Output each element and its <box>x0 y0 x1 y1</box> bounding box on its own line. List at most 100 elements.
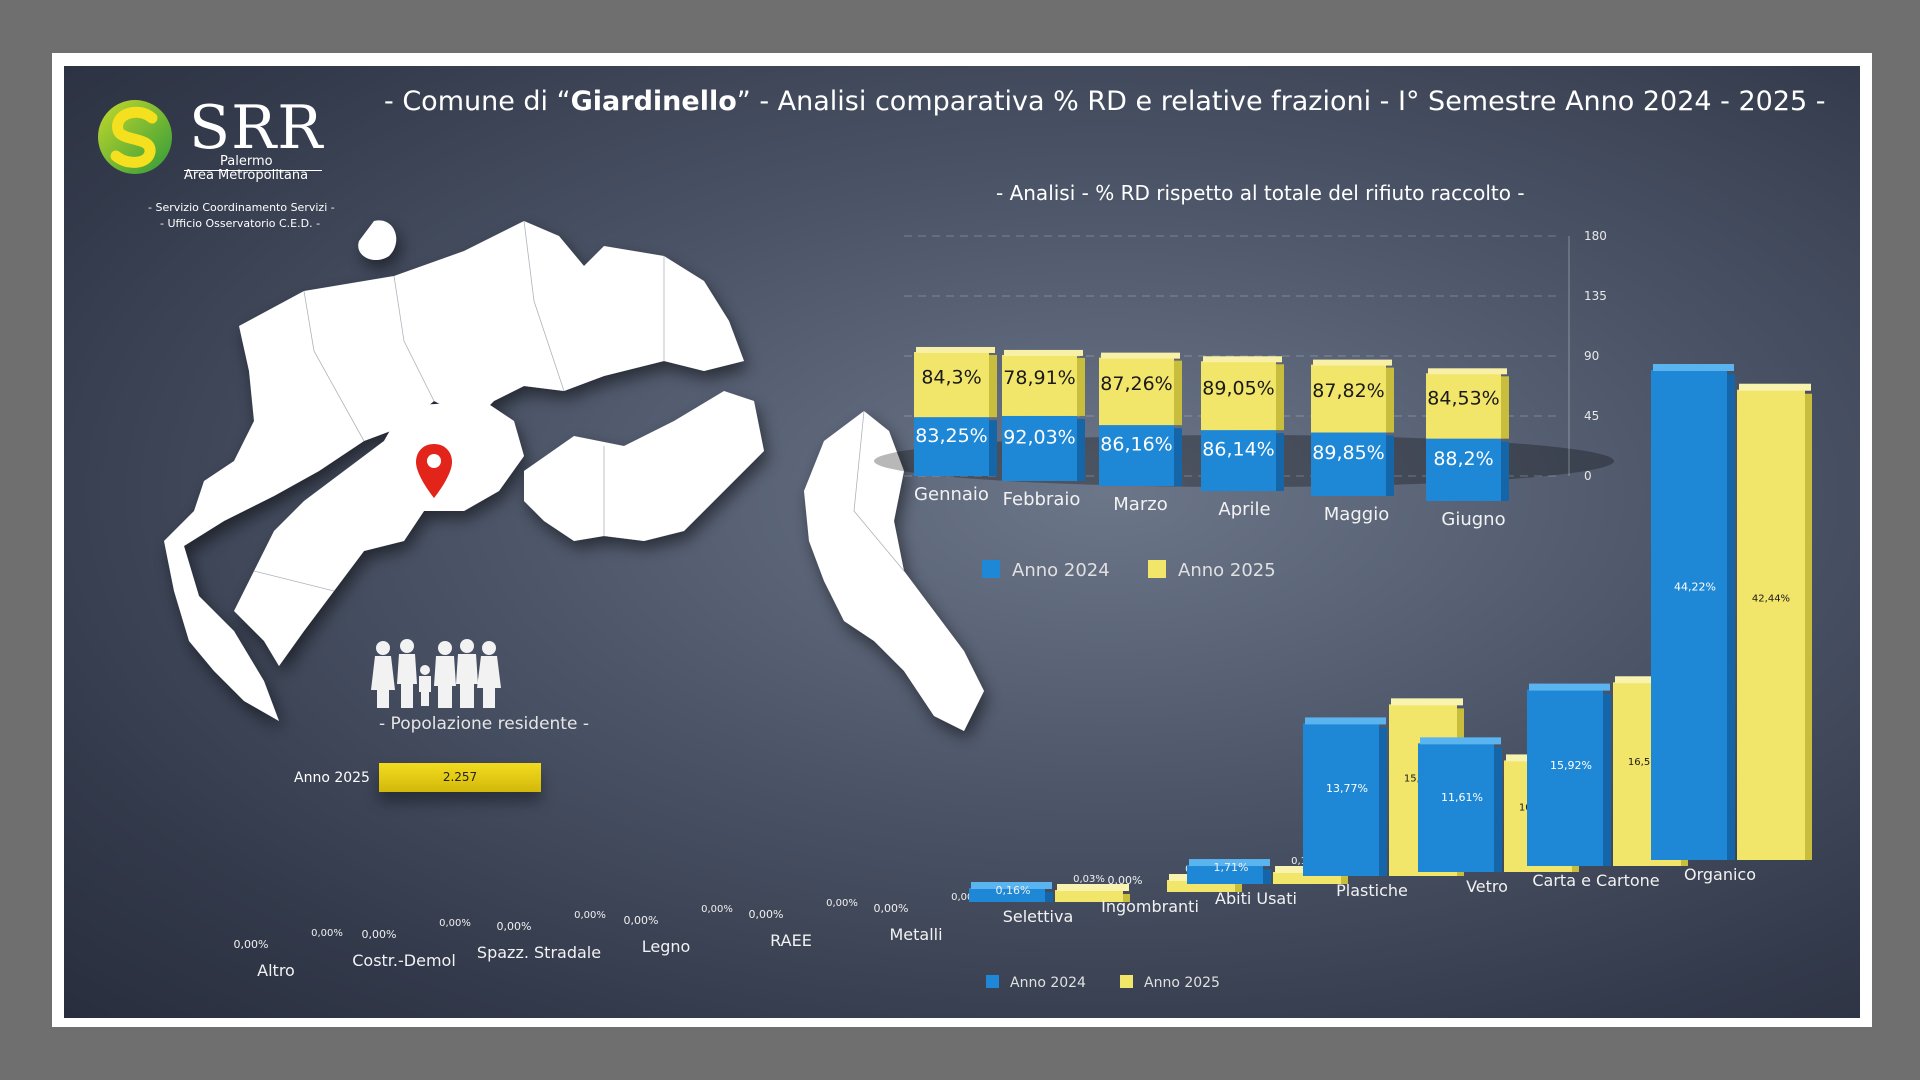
chart1-bar-top <box>1101 352 1180 359</box>
chart1-bar-2025 <box>1002 354 1077 416</box>
chart1-label-2024: 86,16% <box>1100 434 1172 456</box>
chart1-label-2024: 86,14% <box>1202 439 1274 461</box>
chart1-category-label: Giugno <box>1441 509 1505 530</box>
chart2-label-2024: 15,92% <box>1550 759 1592 772</box>
chart2-label-2025: 0,00% <box>311 928 343 939</box>
chart1-category-label: Maggio <box>1324 504 1389 525</box>
chart1-bar-2024-side <box>1501 441 1509 501</box>
chart1-label-2024: 88,2% <box>1433 448 1493 470</box>
chart2-bar-2024-top <box>1420 737 1501 745</box>
chart1-legend-swatch-2024 <box>982 560 1000 578</box>
location-marker-icon <box>416 444 452 498</box>
chart1-bar-top <box>916 346 995 353</box>
chart2-label-2024: 11,61% <box>1441 791 1483 804</box>
chart1-bar-2024 <box>914 417 989 476</box>
chart2-bar-2025-top <box>1391 698 1463 706</box>
chart2-category-label: Legno <box>642 937 691 956</box>
chart1-label-2024: 83,25% <box>915 425 987 447</box>
chart2-bar-2024-side <box>1379 727 1387 876</box>
chart1-bar-2025-side <box>1501 376 1509 439</box>
chart1-bar-2025-side <box>1174 360 1182 426</box>
chart1-bar-2025-side <box>1386 367 1394 433</box>
srr-logo-icon <box>98 100 172 174</box>
chart2-label-2024: 0,00% <box>874 902 909 915</box>
chart2-bar-2025 <box>1055 890 1123 902</box>
chart2-label-2024: 0,00% <box>1108 874 1143 887</box>
chart2-category-label: RAEE <box>770 931 812 950</box>
population-label: - Popolazione residente - <box>379 714 589 734</box>
chart2-label-2025: 0,00% <box>574 910 606 921</box>
chart2-label-2024: 13,77% <box>1326 782 1368 795</box>
chart1-bar-2025 <box>1426 373 1501 439</box>
chart2-label-2024: 0,00% <box>749 908 784 921</box>
logo-line2: Area Metropolitana <box>184 168 309 183</box>
chart1-ytick: 180 <box>1584 229 1607 243</box>
logo-foot1: - Servizio Coordinamento Servizi - <box>148 201 335 214</box>
chart2-category-label: Costr.-Demol <box>352 951 456 970</box>
chart1-bar-2025-side <box>1276 364 1284 431</box>
chart2-legend-2024: Anno 2024 <box>1010 975 1086 991</box>
logo-line1: Palermo <box>220 154 273 169</box>
chart2-label-2025: 0,00% <box>439 918 471 929</box>
chart1-bar-2025 <box>1099 357 1174 426</box>
chart2-bar-2024 <box>1418 743 1494 872</box>
chart1-bar-2025-side <box>1077 357 1085 416</box>
chart2-bar-2025-side <box>1341 876 1348 884</box>
chart1-label-2025: 84,3% <box>921 366 981 388</box>
chart1-bar-2024 <box>1311 432 1386 496</box>
chart2-category-label: Ingombranti <box>1101 897 1199 916</box>
page-title: - Comune di “Giardinello” - Analisi comp… <box>384 86 1826 117</box>
logo-divider <box>184 170 322 171</box>
chart2-bar-2024-top <box>1529 683 1610 691</box>
chart2-label-2025: 0,00% <box>951 892 983 903</box>
chart1-label-2025: 87,26% <box>1100 373 1172 395</box>
chart-rd-monthly: 0 45 90 135 180 83,25% 84,3% Gennaio 92,03% 78,91… <box>874 229 1614 581</box>
chart2-label-2024: 44,22% <box>1674 581 1716 594</box>
chart1-legend-2025: Anno 2025 <box>1178 560 1276 581</box>
chart1-ytick: 90 <box>1584 349 1599 363</box>
chart2-bar-2024-side <box>1045 892 1053 902</box>
chart1-label-2024: 92,03% <box>1003 426 1075 448</box>
chart2-bar-2024-top <box>1189 859 1270 867</box>
population-icon <box>371 639 501 708</box>
chart2-bar-2024-top <box>971 882 1052 889</box>
chart1-bar-2024-side <box>989 420 997 476</box>
chart1-bar-top <box>1428 368 1507 375</box>
chart2-category-label: Plastiche <box>1336 881 1408 900</box>
chart2-label-2024: 0,00% <box>497 920 532 933</box>
chart2-legend-swatch-2025 <box>1120 975 1133 988</box>
chart2-legend-2025: Anno 2025 <box>1144 975 1220 991</box>
chart1-category-label: Febbraio <box>1003 489 1081 510</box>
chart2-label-2024: 0,16% <box>996 884 1031 897</box>
chart1-category-label: Marzo <box>1113 494 1167 515</box>
chart2-label-2025: 16,58% <box>1628 757 1666 768</box>
chart2-bar-2025-side <box>1123 894 1130 902</box>
chart1-label-2025: 89,05% <box>1202 377 1274 399</box>
chart2-label-2025: 42,44% <box>1752 593 1790 604</box>
chart2-bar-2024 <box>1651 370 1727 860</box>
chart1-label-2024: 89,85% <box>1312 442 1384 464</box>
chart1-bar-top <box>1203 356 1282 363</box>
chart1-bar-top <box>1313 359 1392 366</box>
chart2-label-2025: 0,03% <box>1073 874 1105 885</box>
chart2-label-2024: 0,00% <box>624 914 659 927</box>
chart1-label-2025: 78,91% <box>1003 367 1075 389</box>
chart2-legend-swatch-2024 <box>986 975 999 988</box>
chart2-bar-2024-top <box>1305 717 1386 725</box>
chart1-category-label: Gennaio <box>914 484 989 505</box>
chart-fractions: 0,00% 0,00% Altro 0,00% 0,00% Costr.-Demol 0,0… <box>234 364 1812 991</box>
chart2-label-2024: 1,71% <box>1214 861 1249 874</box>
chart2-category-label: Abiti Usati <box>1215 889 1297 908</box>
logo-name: SRR <box>189 93 324 163</box>
chart1-bar-2025 <box>914 351 989 418</box>
chart2-bar-2024 <box>1303 723 1379 876</box>
chart1-bar-2024-side <box>1276 433 1284 491</box>
chart2-category-label: Carta e Cartone <box>1532 871 1659 890</box>
chart2-bar-2024-side <box>1263 869 1271 884</box>
chart2-category-label: Spazz. Stradale <box>477 943 601 962</box>
chart2-category-label: Selettiva <box>1003 907 1074 926</box>
chart2-label-2024: 0,00% <box>234 938 269 951</box>
chart1-bar-2025 <box>1201 361 1276 431</box>
chart1-label-2025: 84,53% <box>1427 388 1499 410</box>
chart2-bar-2024-side <box>1494 747 1502 872</box>
